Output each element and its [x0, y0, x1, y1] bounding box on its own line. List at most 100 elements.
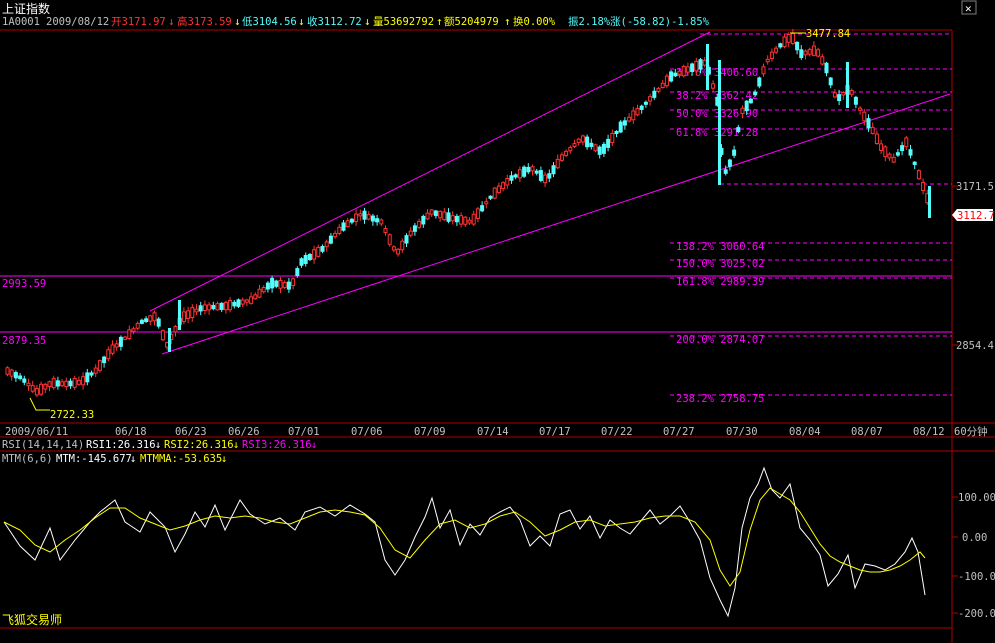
candle-up: [879, 143, 884, 152]
fib-label: 161.8% 2989.39: [676, 276, 765, 288]
candle-down: [89, 372, 94, 376]
candle-down: [13, 372, 18, 379]
candle-up: [173, 326, 178, 333]
close-button[interactable]: ✕: [961, 0, 977, 15]
candle-up: [106, 349, 111, 360]
candle-down: [723, 169, 728, 174]
mtmma-line: [3, 487, 926, 587]
candle-up: [97, 360, 102, 371]
fib-label: 150.0% 3025.02: [676, 258, 765, 270]
mtm-axis-ticks: [952, 496, 958, 614]
candle-down: [643, 101, 648, 105]
candle-up: [202, 304, 207, 312]
candle-up: [765, 58, 770, 63]
candle-down: [900, 145, 905, 152]
down-arrow-icon: ↓: [298, 15, 305, 28]
candle-up: [921, 181, 926, 192]
candle-down: [55, 380, 60, 387]
volume-value: 量53692792: [373, 16, 434, 28]
candle-up: [711, 83, 716, 89]
candle-up: [887, 153, 892, 159]
candle-up: [257, 288, 262, 298]
down-arrow-icon: ↓: [364, 15, 371, 28]
candle-up: [379, 219, 384, 225]
candle-up: [471, 213, 476, 225]
fib-label: 138.2% 3060.64: [676, 241, 765, 253]
candle-up: [249, 296, 254, 304]
date-label: 08/04: [789, 426, 821, 438]
candle-down: [303, 255, 308, 264]
candle-up: [114, 343, 119, 348]
candle-down: [22, 378, 27, 383]
candle-up: [131, 328, 136, 332]
candle-up: [459, 215, 464, 225]
candle-up: [358, 213, 363, 217]
candle-up: [207, 304, 212, 311]
candle-down: [799, 49, 804, 59]
candle-up: [72, 378, 77, 388]
candle-up: [26, 382, 31, 387]
candle-down: [618, 121, 623, 133]
candle-up: [916, 170, 921, 180]
candle-up: [240, 299, 245, 305]
candle-down: [652, 90, 657, 98]
down-arrow-icon: ↓: [233, 439, 239, 451]
candle-spike: [706, 44, 709, 90]
candle-spike: [928, 186, 931, 218]
candle-up: [181, 311, 186, 323]
candle-up: [530, 166, 535, 172]
candle-up: [391, 246, 396, 251]
candle-up: [47, 381, 52, 388]
candle-up: [253, 294, 258, 300]
candle-up: [782, 36, 787, 48]
fib-label: 238.2% 2758.75: [676, 393, 765, 405]
candle-down: [349, 218, 354, 223]
close-icon[interactable]: ✕: [965, 2, 972, 15]
candle-up: [685, 66, 690, 73]
candle-up: [291, 278, 296, 287]
candle-up: [400, 240, 405, 251]
candle-down: [673, 72, 678, 77]
info-bar: 1A0001 2009/08/12 开3171.97 ↓ 高3173.59 ↓ …: [2, 15, 710, 28]
candle-up: [223, 301, 228, 311]
period-label[interactable]: 60分钟: [954, 425, 988, 438]
candle-down: [236, 299, 241, 307]
low-value: 低3104.56: [242, 15, 297, 28]
date-axis: 2009/06/11 06/18 06/23 06/26 07/01 07/06 07/09…: [5, 426, 945, 438]
up-arrow-icon: ↑: [504, 15, 511, 28]
change-value: 涨(-58.82)-1.85%: [610, 16, 710, 28]
candle-down: [320, 246, 325, 252]
mtmma-value: MTMMA:-53.635: [140, 453, 222, 465]
candle-down: [286, 281, 291, 290]
candle-up: [60, 381, 65, 387]
current-price-value: 3112.7: [957, 210, 995, 222]
candle-up: [740, 107, 745, 114]
candle-up: [862, 111, 867, 122]
window-title: 上证指数: [2, 1, 50, 16]
rsi1-value: RSI1:26.316: [86, 439, 156, 451]
candle-spike: [178, 300, 181, 330]
candle-up: [769, 51, 774, 60]
candle-up: [244, 299, 249, 303]
fib-label: 200.0% 2874.07: [676, 334, 765, 346]
candle-up: [93, 367, 98, 374]
candle-up: [559, 154, 564, 161]
candle-up: [849, 89, 854, 95]
candle-up: [9, 369, 14, 377]
candle-up: [555, 158, 560, 169]
candle-up: [278, 279, 283, 289]
candle-down: [744, 100, 749, 112]
candle-down: [375, 218, 380, 223]
price-axis-ticks: [952, 185, 958, 346]
candle-down: [433, 210, 438, 217]
candle-up: [694, 60, 699, 72]
date-label: 07/06: [351, 426, 383, 438]
close-value: 收3112.72: [307, 15, 362, 28]
mtm-name: MTM(6,6): [2, 453, 53, 465]
candle-down: [404, 235, 409, 244]
candle-down: [446, 212, 451, 222]
channel-lower-line: [161, 93, 951, 355]
candle-down: [690, 63, 695, 73]
